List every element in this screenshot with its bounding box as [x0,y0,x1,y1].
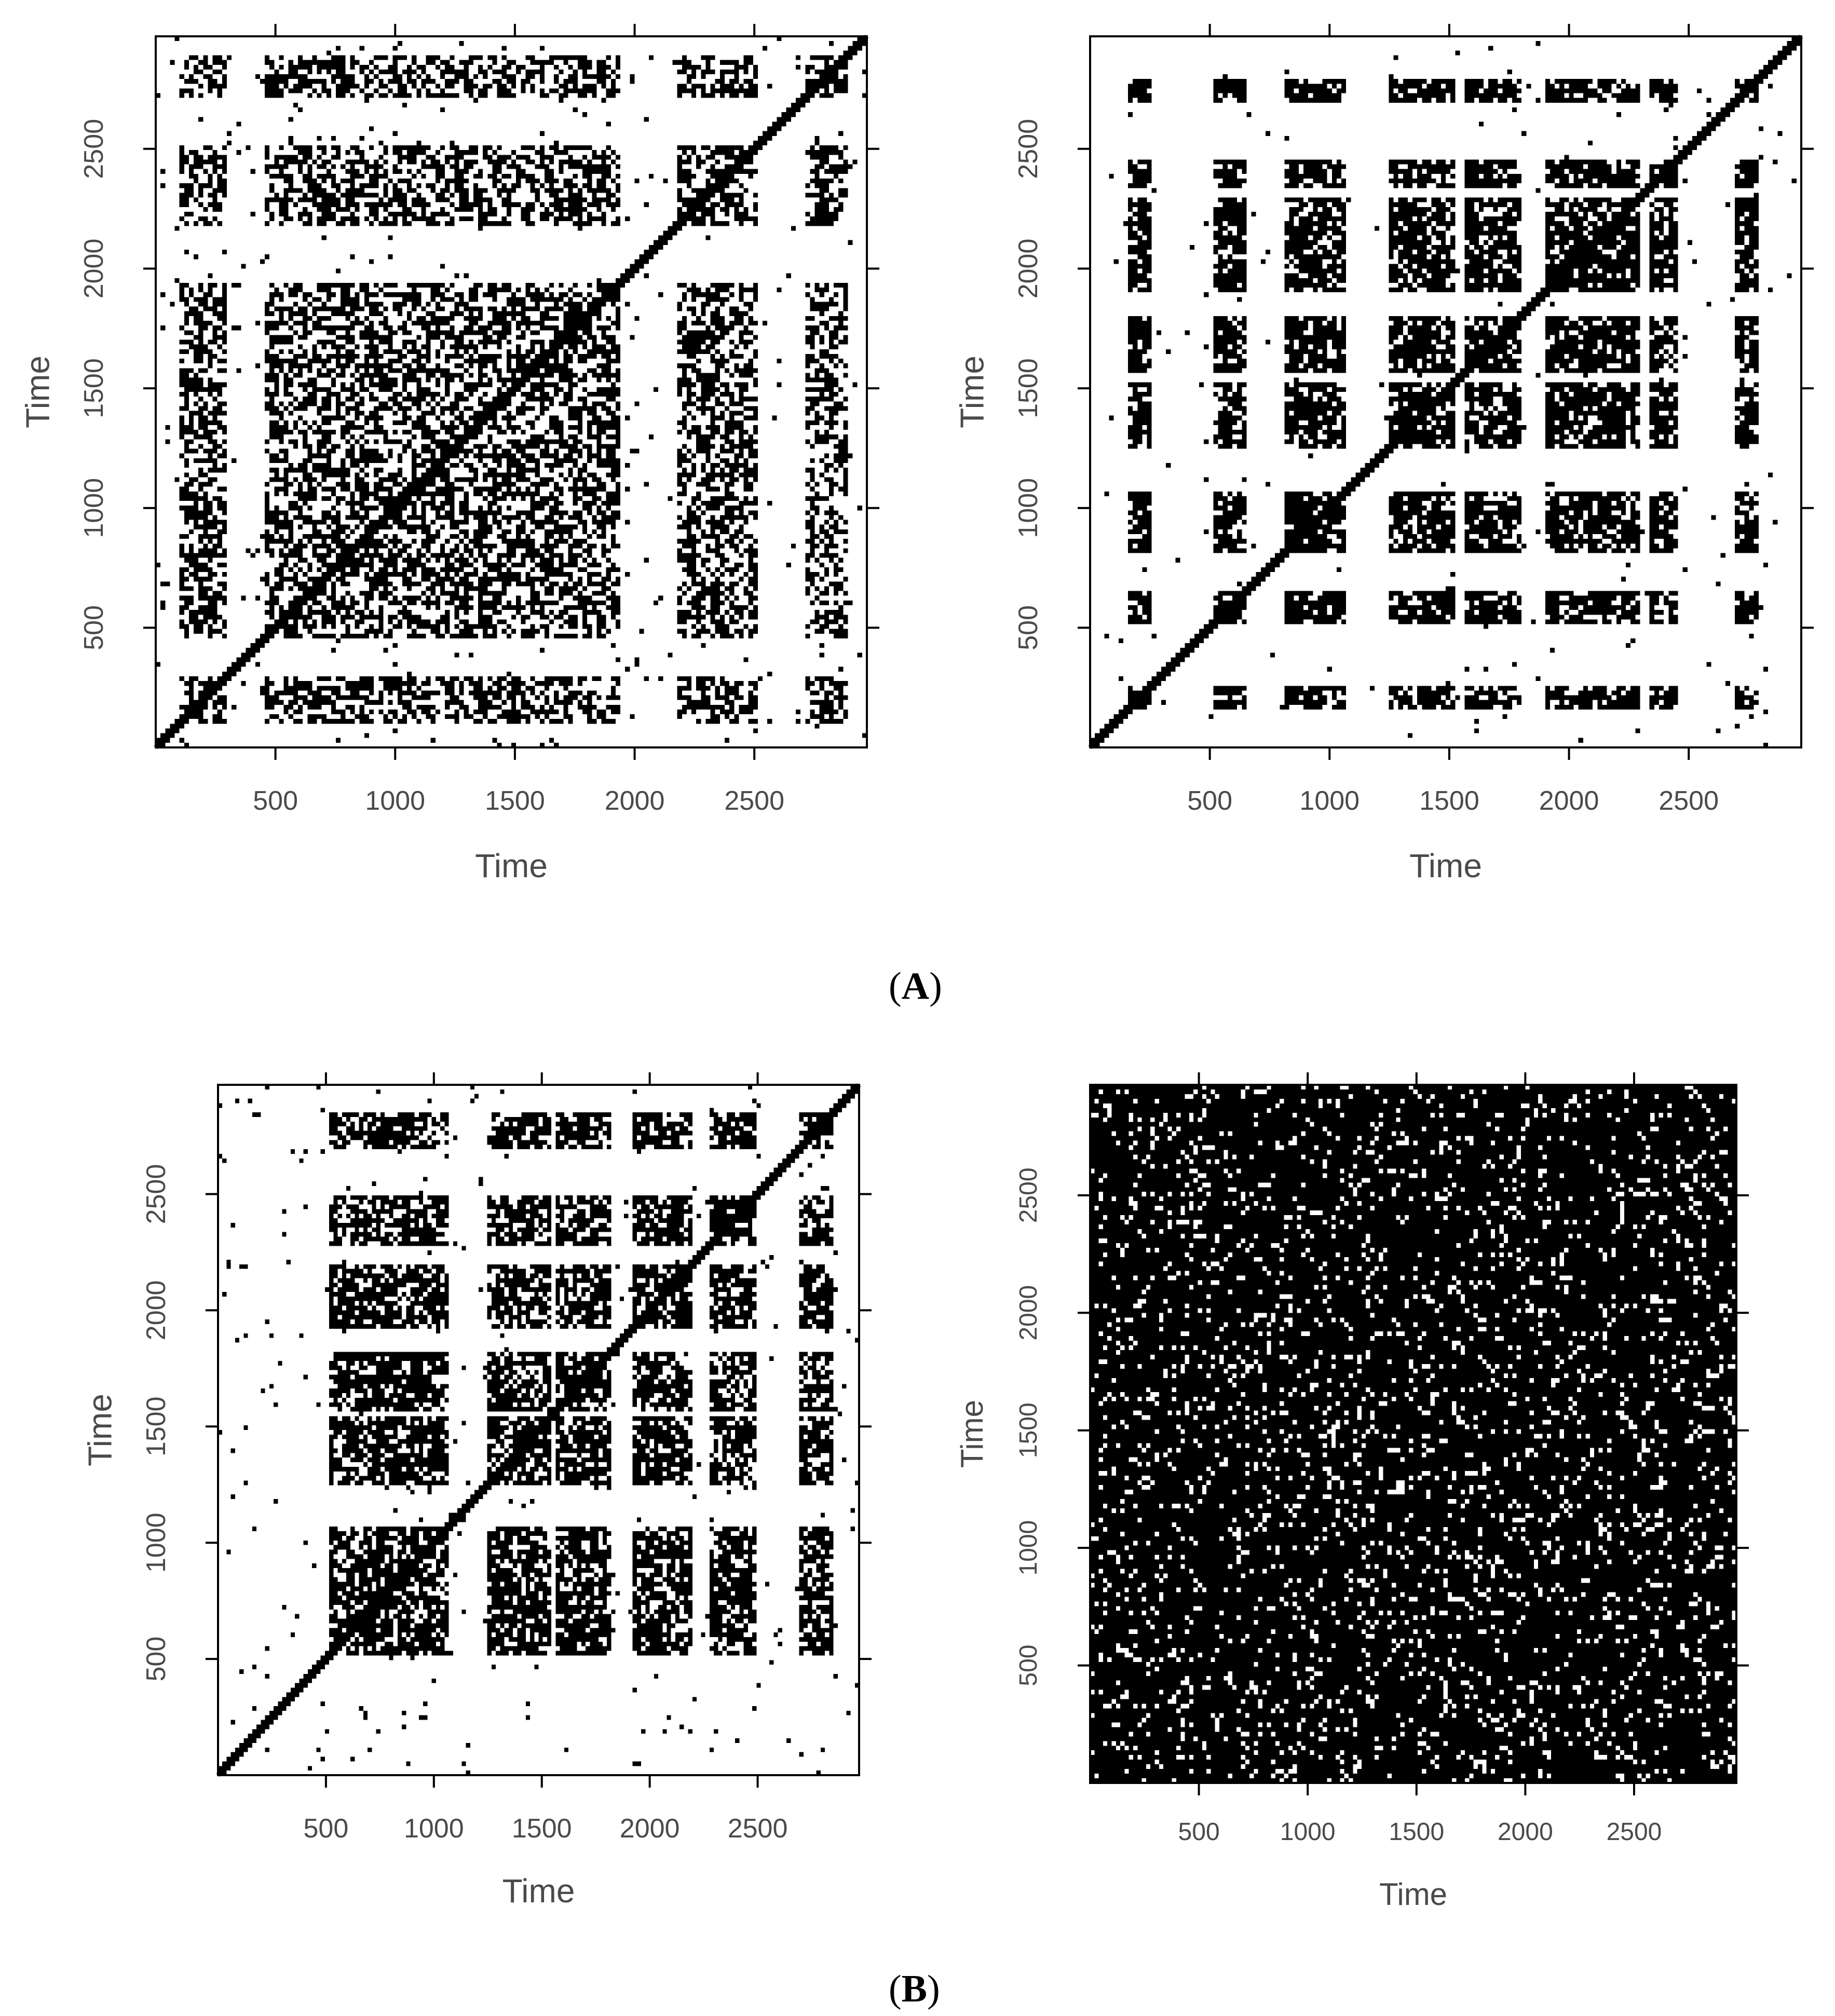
caption-letter: B [901,1968,928,2010]
caption-close-paren: ) [929,965,942,1007]
x-tick-label: 1500 [485,786,545,816]
plot-frame [155,35,868,748]
x-tick-label: 2000 [620,1814,680,1844]
x-tick-label: 2500 [728,1814,788,1844]
y-tick-label: 500 [79,605,109,650]
recurrence-plot-b-left: 500 1000 1500 2000 2500 500 1000 1500 2000 2500 Ti… [81,1072,872,1910]
x-axis-label: Time [1409,847,1482,884]
y-tick-label: 1000 [1013,478,1043,538]
x-tick-label: 500 [304,1814,349,1844]
caption-letter: A [901,965,930,1007]
recurrence-plot-a-left: 500 1000 1500 2000 2500 500 1000 1500 2000 2500 Ti… [19,24,879,884]
identity-diagonal [1088,34,1803,750]
x-tick-label: 1000 [1299,786,1360,816]
y-tick-label: 2000 [1013,239,1043,299]
y-tick-label: 2000 [1015,1285,1042,1341]
x-tick-label: 500 [253,786,298,816]
y-axis-label: Time [19,356,56,428]
panel-caption-b: (B) [889,1967,940,2011]
caption-open-paren: ( [889,1968,902,2010]
x-tick-label: 2000 [605,786,665,816]
y-axis-label: Time [953,356,990,428]
y-tick-label: 2000 [141,1281,171,1341]
y-tick-label: 500 [141,1637,171,1682]
x-tick-label: 1000 [404,1814,464,1844]
x-tick-label: 2500 [724,786,784,816]
y-tick-label: 1500 [1013,358,1043,418]
y-tick-label: 2500 [79,119,109,179]
y-tick-label: 500 [1015,1645,1042,1686]
x-tick-label: 2000 [1539,786,1599,816]
y-tick-label: 2000 [79,239,109,299]
y-axis-label: Time [81,1394,118,1466]
x-tick-label: 1500 [1389,1818,1444,1846]
x-axis-label: Time [475,847,548,884]
plot-frame [1089,35,1802,748]
y-tick-label: 2500 [1015,1167,1042,1223]
recurrence-plot-b-right: 500 1000 1500 2000 2500 500 1000 1500 2000 2500 Ti… [955,1072,1749,1912]
identity-diagonal [154,34,869,750]
x-tick-label: 1500 [512,1814,572,1844]
x-tick-label: 1000 [365,786,425,816]
y-axis-label: Time [955,1400,989,1468]
y-tick-label: 2500 [141,1164,171,1224]
y-tick-label: 1000 [141,1513,171,1573]
x-axis-label: Time [1379,1877,1447,1912]
y-tick-label: 2500 [1013,119,1043,179]
y-tick-label: 500 [1013,605,1043,650]
plot-frame [217,1084,860,1776]
caption-close-paren: ) [927,1968,940,2010]
x-tick-label: 2000 [1498,1818,1553,1846]
x-tick-label: 500 [1187,786,1232,816]
x-axis-label: Time [502,1872,575,1910]
x-tick-label: 1000 [1280,1818,1336,1846]
y-tick-label: 1000 [1015,1520,1042,1576]
recurrence-matrix [1090,1085,1736,1783]
panel-caption-a: (A) [889,964,942,1009]
y-tick-label: 1000 [79,478,109,538]
x-tick-label: 500 [1178,1818,1220,1846]
y-tick-label: 1500 [79,358,109,418]
identity-diagonal [216,1083,861,1777]
x-tick-label: 2500 [1607,1818,1662,1846]
x-tick-label: 1500 [1419,786,1479,816]
y-tick-label: 1500 [1015,1402,1042,1458]
plot-frame [1089,1084,1737,1784]
caption-open-paren: ( [889,965,902,1007]
x-tick-label: 2500 [1659,786,1719,816]
recurrence-plot-a-right: 500 1000 1500 2000 2500 500 1000 1500 2000 2500 Ti… [953,24,1814,884]
y-tick-label: 1500 [141,1396,171,1456]
